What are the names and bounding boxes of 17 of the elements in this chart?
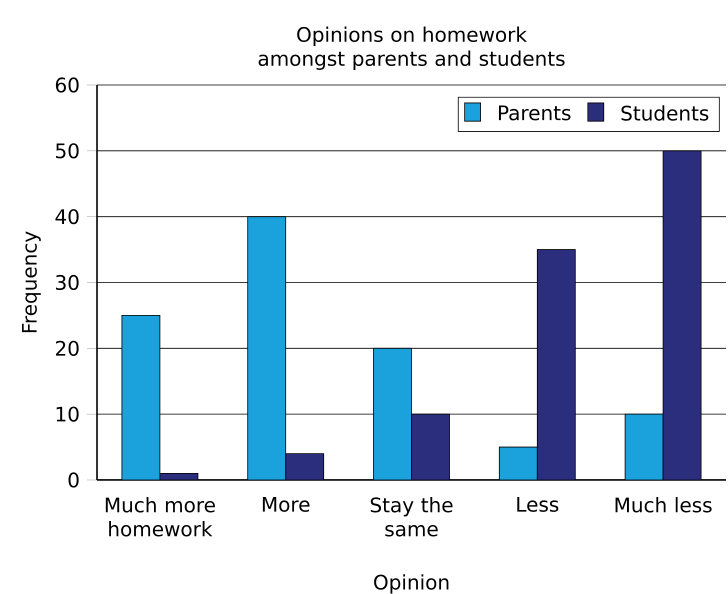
legend-label: Students — [621, 105, 708, 121]
x-tick-label: Less — [517, 497, 558, 512]
y-tick-label: 40 — [55, 209, 79, 224]
y-axis-title: Frequency — [22, 231, 41, 332]
x-tick-label: Stay the same — [370, 497, 453, 537]
x-tick-label: Much more homework — [106, 497, 215, 537]
y-tick-label: 30 — [56, 274, 79, 290]
x-tick-label: More — [262, 497, 310, 512]
x-axis-title: Opinion — [374, 574, 448, 594]
legend-label: Parents — [498, 106, 570, 120]
y-tick-label: 0 — [68, 472, 79, 488]
y-tick-label: 10 — [56, 406, 79, 422]
y-tick-label: 60 — [56, 77, 79, 93]
y-tick-label: 20 — [56, 340, 79, 356]
chart-title: Opinions on homework amongst parents and students — [258, 26, 565, 70]
y-tick-label: 50 — [56, 143, 79, 158]
x-tick-label: Much less — [616, 497, 712, 513]
